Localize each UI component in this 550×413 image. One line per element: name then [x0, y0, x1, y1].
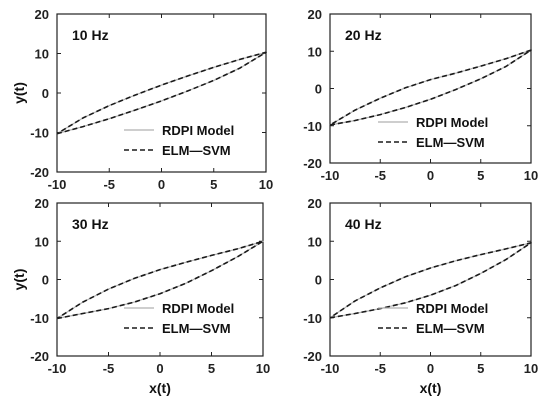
x-tick-label: -10	[48, 361, 67, 376]
x-tick-label: 0	[156, 361, 163, 376]
legend-label: ELM—SVM	[162, 143, 231, 158]
x-tick-label: 10	[259, 177, 273, 192]
x-tick-label: 0	[427, 361, 434, 376]
x-tick-label: 10	[524, 168, 538, 183]
plot-frame	[329, 13, 532, 164]
series-line-elm-svm	[56, 51, 267, 135]
x-tick-label: -5	[103, 361, 115, 376]
y-tick-label: 0	[315, 273, 322, 288]
y-tick-label: 10	[35, 47, 49, 62]
series-line-elm-svm	[329, 242, 532, 319]
x-tick-label: 5	[477, 361, 484, 376]
y-tick-label: 20	[308, 196, 322, 211]
x-tick-label: -5	[374, 361, 386, 376]
x-tick-label: -5	[374, 168, 386, 183]
y-tick-label: 10	[308, 44, 322, 59]
series-line-elm-svm	[329, 49, 532, 126]
y-axis-label: y(t)	[11, 82, 27, 104]
y-tick-label: 10	[35, 234, 49, 249]
plot-frame	[56, 13, 267, 173]
x-tick-label: 5	[210, 177, 217, 192]
x-tick-label: 5	[477, 168, 484, 183]
x-tick-label: 10	[256, 361, 270, 376]
legend-label: ELM—SVM	[416, 321, 485, 336]
y-axis-label: y(t)	[11, 269, 27, 291]
y-tick-label: 0	[315, 82, 322, 97]
series-line-rdpi-model	[56, 240, 264, 320]
y-tick-label: 10	[308, 234, 322, 249]
y-tick-label: -20	[303, 349, 322, 364]
x-tick-label: 5	[208, 361, 215, 376]
legend-label: ELM—SVM	[162, 321, 231, 336]
panel-title: 20 Hz	[345, 27, 382, 43]
x-tick-label: -10	[321, 168, 340, 183]
y-tick-label: -20	[303, 156, 322, 171]
legend-label: RDPI Model	[162, 301, 234, 316]
legend-label: ELM—SVM	[416, 135, 485, 150]
y-tick-label: -20	[30, 165, 49, 180]
y-tick-label: 0	[42, 273, 49, 288]
legend-label: RDPI Model	[416, 115, 488, 130]
x-tick-label: -10	[321, 361, 340, 376]
x-tick-label: 10	[524, 361, 538, 376]
y-tick-label: -10	[303, 311, 322, 326]
x-tick-label: 0	[427, 168, 434, 183]
y-tick-label: -10	[30, 311, 49, 326]
legend-label: RDPI Model	[162, 123, 234, 138]
y-tick-label: -20	[30, 349, 49, 364]
plot-frame	[329, 202, 532, 357]
y-tick-label: 20	[35, 7, 49, 22]
y-tick-label: -10	[303, 119, 322, 134]
y-tick-label: 20	[308, 7, 322, 22]
x-tick-label: -5	[103, 177, 115, 192]
y-tick-label: 20	[35, 196, 49, 211]
x-tick-label: 0	[158, 177, 165, 192]
panel-title: 30 Hz	[72, 216, 109, 232]
panel-title: 10 Hz	[72, 27, 109, 43]
legend-label: RDPI Model	[416, 301, 488, 316]
y-tick-label: -10	[30, 126, 49, 141]
x-axis-label: x(t)	[420, 380, 442, 396]
x-axis-label: x(t)	[149, 380, 171, 396]
y-tick-label: 0	[42, 86, 49, 101]
panel-title: 40 Hz	[345, 216, 382, 232]
x-tick-label: -10	[48, 177, 67, 192]
